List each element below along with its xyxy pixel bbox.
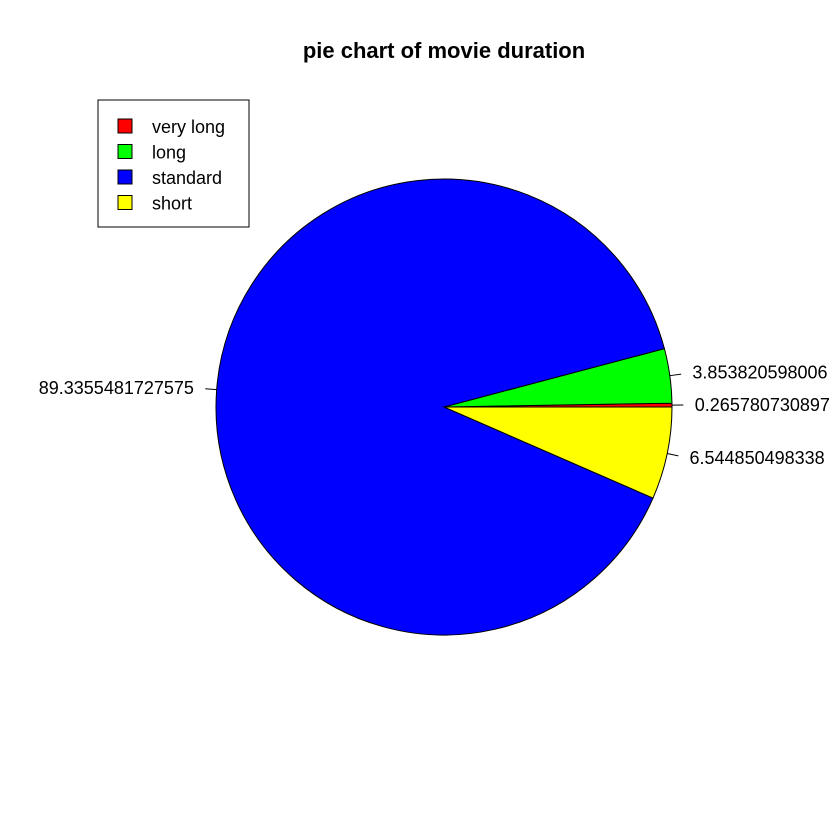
legend: very long long standard short [97, 99, 250, 228]
legend-label-standard: standard [152, 168, 222, 188]
slice-label-standard: 89.3355481727575 [39, 378, 194, 398]
legend-entries: very long long standard short [117, 117, 225, 214]
slice-leader-lines [205, 373, 684, 457]
legend-label-long: long [152, 143, 186, 163]
pie-slices [215, 178, 673, 636]
slice-labels: 0.265780730897 3.853820598006 89.335548172… [39, 363, 830, 469]
slice-label-long: 3.853820598006 [692, 363, 827, 383]
chart-title: pie chart of movie duration [303, 38, 585, 63]
leader-line-long [669, 373, 682, 377]
pie-slice-short [443, 406, 673, 499]
legend-swatch-short [117, 195, 133, 210]
legend-label-short: short [152, 194, 192, 214]
leader-line-standard [205, 388, 217, 391]
legend-swatch-long [117, 144, 133, 159]
legend-swatch-very-long [117, 118, 133, 134]
legend-label-very-long: very long [152, 117, 225, 137]
legend-swatch-standard [117, 169, 133, 185]
leader-line-short [667, 453, 679, 457]
slice-label-very-long: 0.265780730897 [695, 395, 830, 415]
pie-slice-standard [215, 178, 666, 636]
slice-label-short: 6.544850498338 [690, 448, 825, 468]
